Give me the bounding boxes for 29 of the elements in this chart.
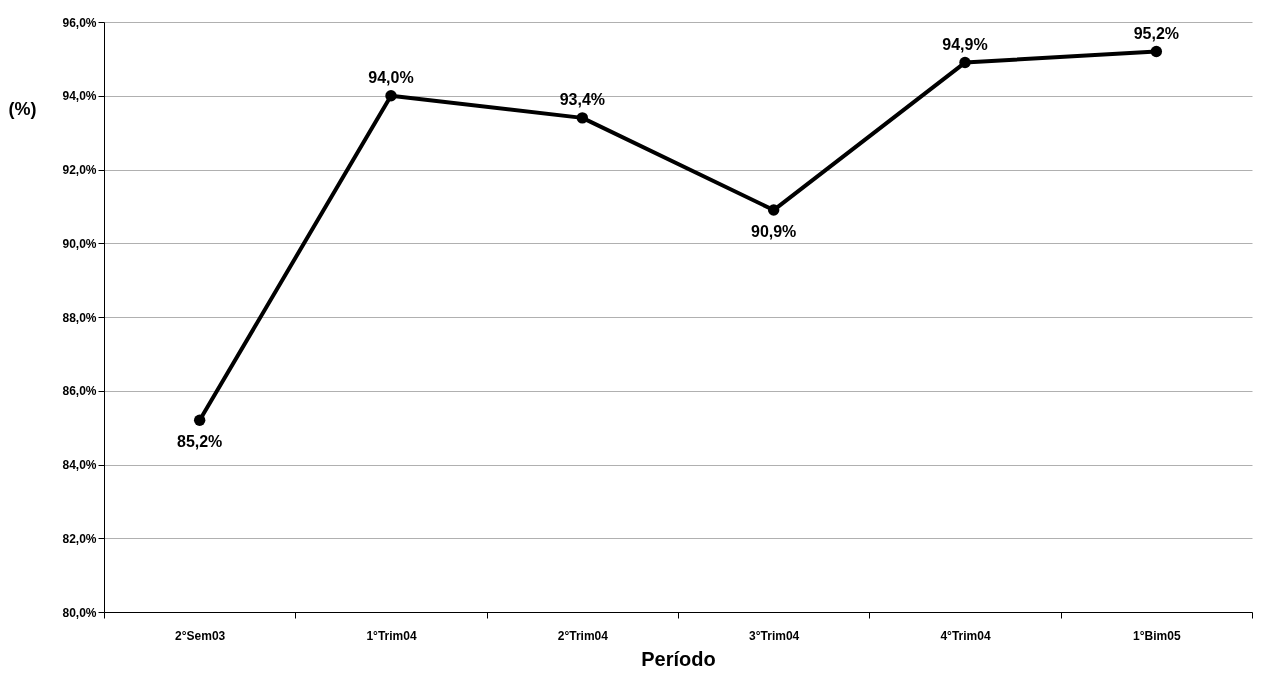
y-axis-title: (%) [8, 98, 37, 119]
y-tick-label: 94,0% [62, 89, 97, 104]
data-label: 94,9% [942, 35, 988, 53]
point [959, 56, 971, 69]
y-tick-label: 96,0% [62, 15, 97, 30]
x-tick-label: 1°Bim05 [1133, 628, 1181, 643]
data-label: 95,2% [1133, 24, 1180, 42]
y-tick-label: 80,0% [62, 605, 97, 620]
y-tick-label: 90,0% [62, 236, 97, 251]
data-label: 90,9% [750, 223, 797, 241]
point [576, 112, 589, 124]
x-axis-title: Período [641, 647, 716, 670]
x-tick-label: 1°Trim04 [366, 628, 417, 643]
data-label: 93,4% [559, 90, 606, 108]
point [1150, 45, 1163, 58]
data-label: 85,2% [176, 433, 223, 451]
x-tick-label: 4°Trim04 [940, 628, 991, 643]
x-tick-label: 3°Trim04 [749, 628, 800, 643]
point [385, 90, 397, 102]
y-tick-label: 86,0% [62, 384, 97, 399]
point [767, 204, 780, 216]
y-tick-label: 88,0% [62, 310, 97, 325]
data-label: 94,0% [368, 68, 414, 86]
x-tick-label: 2°Trim04 [557, 628, 609, 643]
x-tick-label: 2°Sem03 [175, 628, 226, 643]
y-tick-label: 92,0% [62, 163, 97, 177]
y-tick-label: 82,0% [62, 531, 97, 546]
y-tick-label: 84,0% [62, 458, 97, 472]
point [193, 414, 206, 426]
